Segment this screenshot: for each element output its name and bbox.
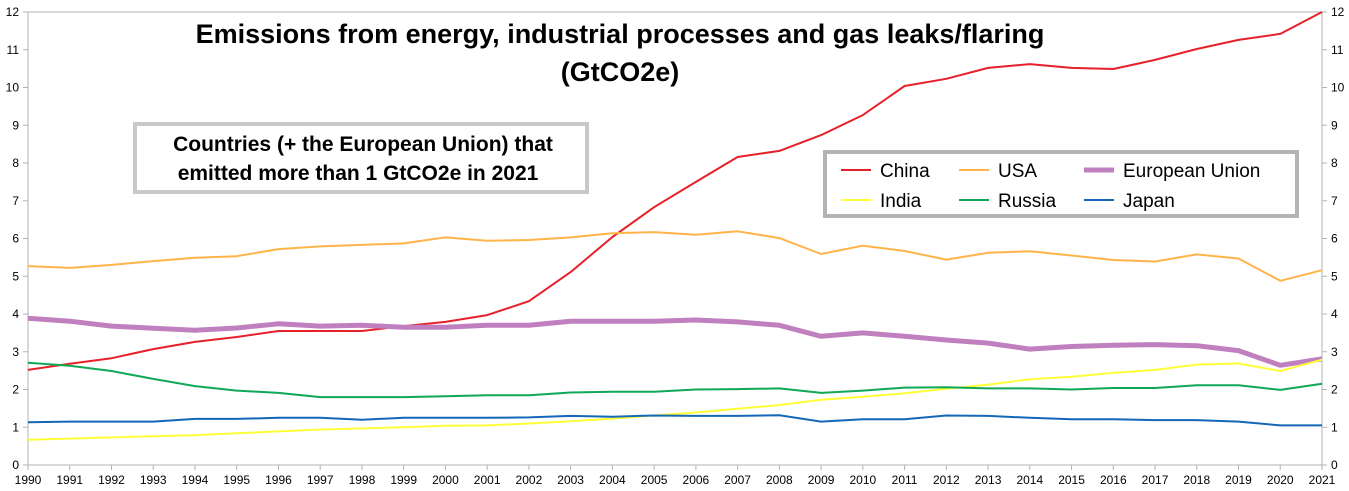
x-tick-label: 2012: [933, 473, 960, 487]
y-tick-label-left: 7: [12, 194, 19, 208]
series-line-russia: [27, 361, 1323, 399]
legend-label-japan: Japan: [1123, 191, 1175, 212]
legend-label-india: India: [880, 191, 922, 212]
legend-label-china: China: [880, 161, 930, 182]
chart-title: Emissions from energy, industrial proces…: [196, 19, 1045, 87]
y-tick-label-right: 11: [1331, 43, 1344, 57]
x-tick-label: 2019: [1225, 473, 1252, 487]
y-tick-label-left: 5: [12, 269, 19, 283]
y-tick-label-left: 1: [12, 420, 19, 434]
y-tick-label-left: 4: [12, 307, 19, 321]
annotation-frame: [133, 122, 589, 194]
y-tick-label-right: 1: [1331, 420, 1338, 434]
x-tick-label: 2004: [599, 473, 626, 487]
x-tick-label: 1997: [307, 473, 334, 487]
x-tick-label: 1992: [98, 473, 125, 487]
title-line-1: Emissions from energy, industrial proces…: [196, 19, 1045, 49]
y-tick-label-right: 2: [1331, 383, 1338, 397]
x-tick-label: 2009: [808, 473, 835, 487]
x-tick-label: 2008: [766, 473, 793, 487]
series-lines: [27, 11, 1323, 441]
y-tick-label-right: 5: [1331, 269, 1338, 283]
x-tick-label: 1994: [182, 473, 209, 487]
series-line-india: [27, 358, 1323, 441]
legend: China USA European Union India Russia Japan: [823, 150, 1299, 218]
y-tick-label-right: 9: [1331, 118, 1338, 132]
y-tick-label-right: 7: [1331, 194, 1338, 208]
x-tick-label: 2002: [516, 473, 543, 487]
series-line-usa: [27, 230, 1323, 282]
y-tick-label-right: 12: [1331, 5, 1345, 19]
y-tick-label-right: 8: [1331, 156, 1338, 170]
x-tick-label: 2020: [1267, 473, 1294, 487]
x-tick-label: 1998: [349, 473, 376, 487]
y-tick-label-left: 8: [12, 156, 19, 170]
x-tick-label: 2011: [892, 473, 918, 487]
x-tick-label: 2017: [1142, 473, 1169, 487]
x-tick-label: 2013: [975, 473, 1002, 487]
x-tick-label: 1993: [140, 473, 167, 487]
x-tick-label: 2016: [1100, 473, 1127, 487]
x-tick-label: 1991: [56, 473, 83, 487]
x-tick-label: 2001: [474, 473, 501, 487]
y-tick-label-left: 6: [12, 232, 19, 246]
y-tick-label-left: 10: [6, 81, 20, 95]
legend-frame: [823, 150, 1299, 218]
y-tick-label-right: 4: [1331, 307, 1338, 321]
series-line-japan: [27, 414, 1322, 427]
y-tick-label-right: 3: [1331, 345, 1338, 359]
x-tick-label: 2015: [1058, 473, 1085, 487]
annotation-line-1: Countries (+ the European Union) that: [173, 133, 553, 156]
x-tick-label: 1996: [265, 473, 292, 487]
x-tick-label: 2021: [1309, 473, 1336, 487]
series-line-china: [27, 11, 1323, 371]
y-tick-label-left: 0: [12, 458, 19, 472]
x-tick-label: 1995: [223, 473, 250, 487]
x-tick-label: 2010: [849, 473, 876, 487]
x-tick-label: 2014: [1016, 473, 1043, 487]
title-line-2: (GtCO2e): [561, 57, 680, 87]
y-tick-label-left: 3: [12, 345, 19, 359]
legend-label-usa: USA: [998, 161, 1037, 182]
y-tick-label-right: 6: [1331, 232, 1338, 246]
x-tick-label: 2005: [641, 473, 668, 487]
legend-label-russia: Russia: [998, 191, 1057, 212]
x-tick-label: 2018: [1183, 473, 1210, 487]
y-tick-label-right: 10: [1331, 81, 1345, 95]
annotation-line-2: emitted more than 1 GtCO2e in 2021: [178, 162, 539, 185]
annotation-box: Countries (+ the European Union) that em…: [133, 122, 589, 194]
x-tick-label: 2006: [683, 473, 710, 487]
x-tick-label: 1990: [15, 473, 42, 487]
x-tick-label: 2007: [724, 473, 751, 487]
y-tick-label-right: 0: [1331, 458, 1338, 472]
y-tick-label-left: 12: [6, 5, 20, 19]
legend-label-european-union: European Union: [1123, 161, 1260, 182]
x-tick-label: 2003: [557, 473, 584, 487]
y-tick-label-left: 2: [12, 383, 19, 397]
y-tick-label-left: 11: [7, 43, 20, 57]
series-line-european-union: [27, 315, 1323, 368]
y-tick-label-left: 9: [12, 118, 19, 132]
x-tick-label: 1999: [390, 473, 417, 487]
x-tick-label: 2000: [432, 473, 459, 487]
